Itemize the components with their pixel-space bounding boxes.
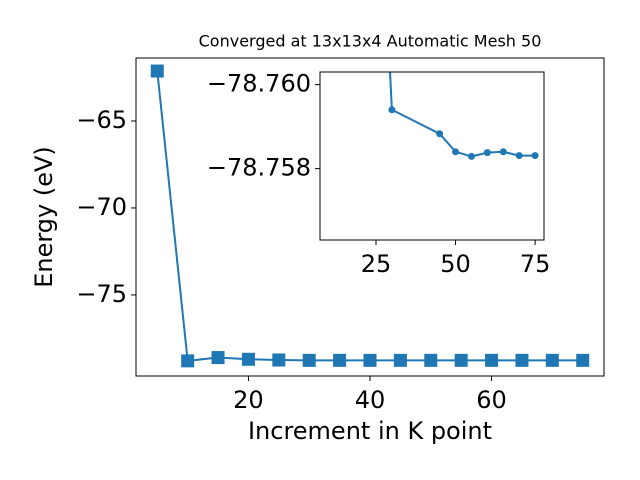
marker <box>150 64 164 78</box>
marker <box>499 148 507 156</box>
marker <box>393 353 407 367</box>
marker <box>454 353 468 367</box>
plot-area <box>320 72 544 240</box>
marker <box>436 130 444 138</box>
y-tick-label: −70 <box>76 193 127 221</box>
marker <box>272 353 286 367</box>
y-axis-label: Energy (eV) <box>30 146 58 288</box>
marker <box>515 353 529 367</box>
marker <box>424 353 438 367</box>
x-axis-label: Increment in K point <box>248 417 492 445</box>
x-tick-label: 75 <box>520 250 551 278</box>
marker <box>515 152 523 160</box>
plot-layer <box>150 64 590 368</box>
x-tick-label: 20 <box>233 386 264 414</box>
marker <box>241 352 255 366</box>
marker <box>545 353 559 367</box>
y-tick-label: −65 <box>76 106 127 134</box>
plot-layer <box>388 72 539 160</box>
marker <box>576 353 590 367</box>
marker <box>452 148 460 156</box>
x-tick-label: 40 <box>355 386 386 414</box>
marker <box>531 152 539 160</box>
x-tick-label: 50 <box>440 250 471 278</box>
marker <box>181 354 195 368</box>
marker <box>211 351 225 365</box>
marker <box>483 149 491 157</box>
marker <box>485 353 499 367</box>
axes-frame <box>319 71 545 241</box>
chart-title: Converged at 13x13x4 Automatic Mesh 50 <box>199 32 542 51</box>
marker <box>302 353 316 367</box>
y-tick-label: −78.758 <box>207 154 311 182</box>
x-tick-label: 60 <box>476 386 507 414</box>
y-tick-label: −78.760 <box>207 70 311 98</box>
marker <box>388 106 396 114</box>
marker <box>363 353 377 367</box>
x-tick-label: 25 <box>361 250 392 278</box>
marker <box>333 353 347 367</box>
marker <box>467 152 475 160</box>
y-tick-label: −75 <box>76 280 127 308</box>
